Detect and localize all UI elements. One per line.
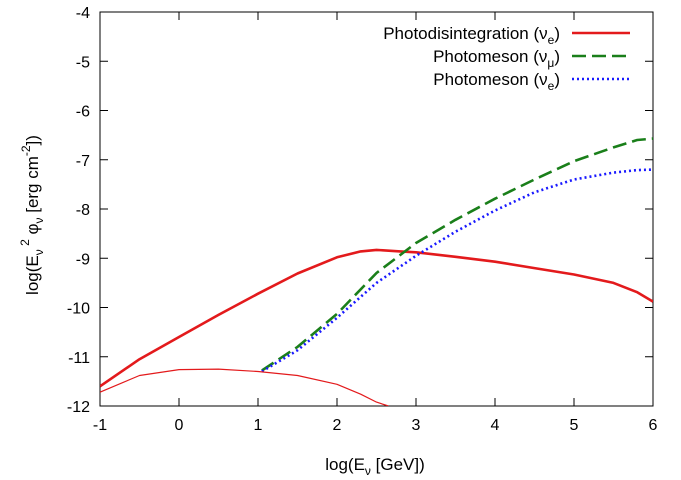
x-tick-label: 5: [570, 417, 579, 434]
legend-label-1: Photomeson (νμ): [433, 47, 560, 70]
x-tick-label: 6: [649, 417, 658, 434]
x-tick-label: 1: [254, 417, 263, 434]
y-tick-label: -4: [76, 5, 90, 22]
legend-label-0: Photodisintegration (νe): [383, 24, 560, 47]
y-tick-label: -5: [76, 54, 90, 71]
x-tick-label: -1: [93, 417, 107, 434]
x-axis-label: log(Eν [GeV]): [325, 455, 425, 478]
plot-frame: [99, 11, 654, 407]
y-tick-label: -7: [76, 153, 90, 170]
y-tick-label: -8: [76, 202, 90, 219]
y-tick-label: -12: [67, 399, 90, 416]
y-tick-label: -11: [68, 350, 90, 367]
y-axis-label: log(Eν 2 φν [erg cm-2]): [18, 135, 46, 295]
y-tick-label: -9: [76, 251, 90, 268]
legend-label-2: Photomeson (νe): [433, 70, 560, 93]
series-line-3: [100, 368, 389, 406]
x-tick-label: 4: [491, 417, 500, 434]
x-tick-label: 2: [333, 417, 342, 434]
axis-ticks: -1 0 1 2 3 4 5 6-12-11-10-9-8-7-6-5-4: [67, 5, 658, 434]
x-tick-label: 0: [175, 417, 184, 434]
series-line-0: [100, 248, 653, 388]
y-tick-label: -6: [76, 104, 90, 121]
legend: Photodisintegration (νe)Photomeson (νμ)P…: [383, 24, 630, 93]
series-lines: [100, 137, 653, 406]
y-tick-label: -10: [67, 301, 90, 318]
x-tick-label: 3: [412, 417, 421, 434]
series-line-1: [261, 137, 653, 372]
series-line-2: [261, 168, 653, 373]
